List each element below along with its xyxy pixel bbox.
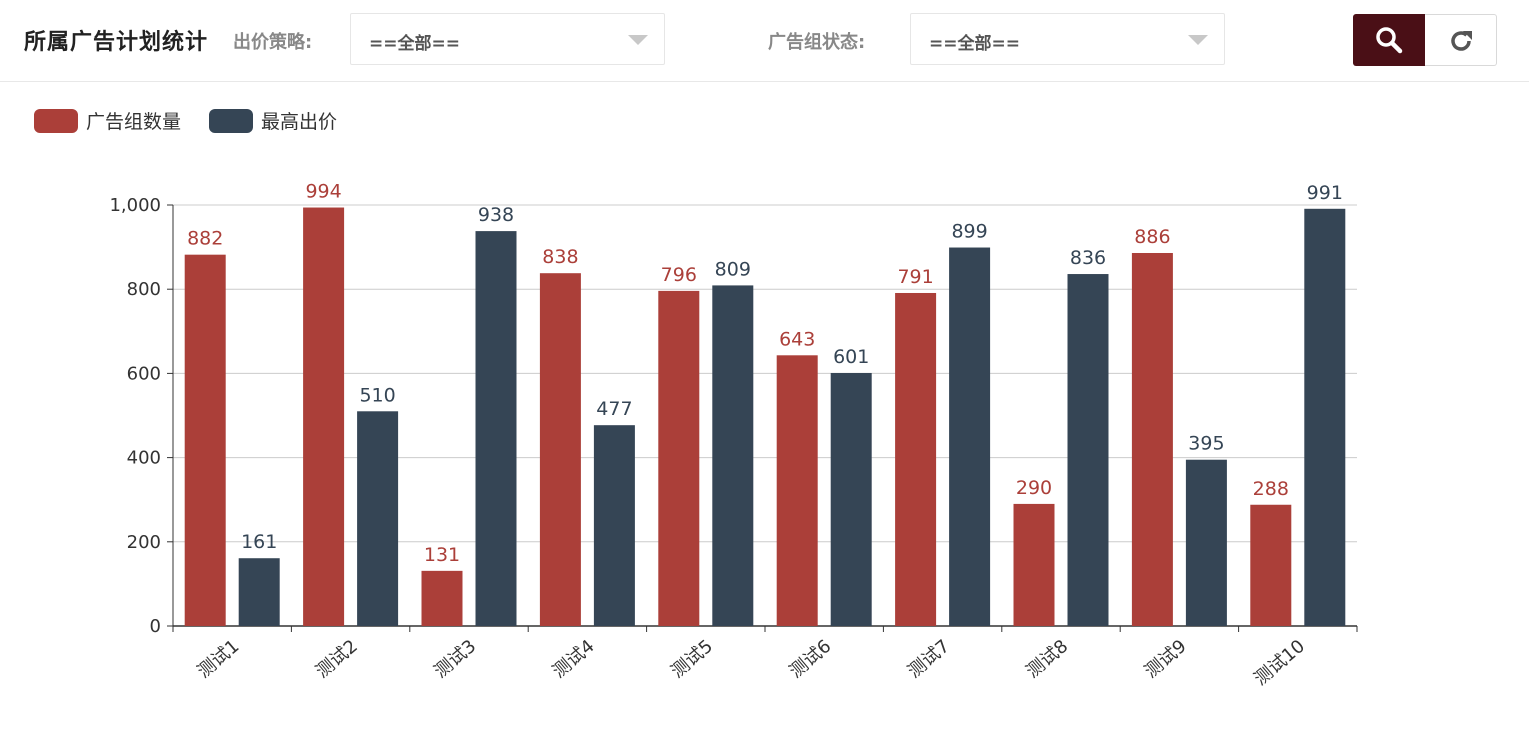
adgroup-status-label: 广告组状态: (768, 32, 866, 53)
bid-strategy-value: ==全部== (369, 34, 460, 54)
x-tick-label: 测试10 (1250, 636, 1309, 690)
bar (949, 247, 991, 626)
legend-label: 广告组数量 (86, 111, 182, 133)
chevron-down-icon (1188, 35, 1208, 45)
y-tick-label: 800 (127, 279, 161, 300)
data-label: 994 (305, 181, 341, 203)
bar (475, 231, 517, 627)
x-tick-label: 测试5 (667, 636, 717, 683)
data-label: 131 (424, 544, 460, 566)
data-label: 395 (1188, 433, 1224, 455)
data-label: 991 (1307, 182, 1343, 204)
data-label: 899 (951, 221, 987, 243)
legend-label: 最高出价 (261, 111, 338, 133)
bar (830, 372, 872, 626)
x-tick-label: 测试7 (904, 636, 954, 683)
y-tick-label: 600 (127, 363, 161, 384)
bar (1013, 503, 1055, 626)
reset-button[interactable] (1425, 14, 1497, 66)
data-label: 510 (359, 384, 395, 406)
data-label: 836 (1070, 247, 1106, 269)
y-tick-label: 0 (150, 616, 161, 637)
bar (421, 570, 463, 626)
bar (895, 292, 937, 626)
bar (776, 355, 818, 626)
y-tick-label: 400 (127, 448, 161, 469)
data-label: 643 (779, 328, 815, 350)
adgroup-status-select[interactable]: ==全部== (910, 13, 1225, 65)
data-label: 838 (542, 246, 578, 268)
bar (238, 558, 280, 626)
filter-toolbar: 所属广告计划统计 出价策略: ==全部== 广告组状态: ==全部== (0, 0, 1529, 82)
data-label: 882 (187, 228, 223, 250)
bid-strategy-label: 出价策略: (233, 32, 313, 53)
bar (539, 273, 581, 626)
data-label: 290 (1016, 477, 1052, 499)
y-tick-label: 200 (127, 532, 161, 553)
bar (1185, 459, 1227, 626)
data-label: 886 (1134, 226, 1170, 248)
x-tick-label: 测试3 (430, 636, 480, 683)
x-tick-label: 测试6 (786, 636, 836, 683)
x-tick-label: 测试4 (549, 636, 599, 683)
bar (1304, 208, 1346, 626)
page-title: 所属广告计划统计 (24, 30, 209, 55)
x-tick-label: 测试1 (194, 636, 244, 683)
search-icon (1376, 27, 1403, 54)
chevron-down-icon (628, 35, 648, 45)
bar (712, 285, 754, 626)
y-tick-label: 1,000 (109, 195, 161, 216)
legend-swatch (209, 109, 253, 133)
bar (184, 254, 226, 627)
data-label: 601 (833, 346, 869, 368)
data-label: 938 (478, 204, 514, 226)
bar (1131, 252, 1173, 626)
bar (357, 411, 399, 626)
bar (658, 290, 700, 626)
data-label: 477 (596, 398, 632, 420)
legend-swatch (34, 109, 78, 133)
x-tick-label: 测试2 (312, 636, 362, 683)
data-label: 796 (661, 264, 697, 286)
data-label: 161 (241, 531, 277, 553)
bar (593, 425, 635, 626)
adgroup-status-value: ==全部== (929, 34, 1020, 54)
bar (1250, 504, 1292, 626)
data-label: 791 (897, 266, 933, 288)
bar (1067, 274, 1109, 626)
refresh-icon (1451, 31, 1472, 51)
data-label: 288 (1253, 478, 1289, 500)
data-label: 809 (715, 258, 751, 280)
search-button[interactable] (1353, 14, 1425, 66)
bar (303, 207, 345, 626)
bid-strategy-select[interactable]: ==全部== (350, 13, 665, 65)
x-tick-label: 测试9 (1141, 636, 1191, 683)
x-tick-label: 测试8 (1022, 636, 1072, 683)
